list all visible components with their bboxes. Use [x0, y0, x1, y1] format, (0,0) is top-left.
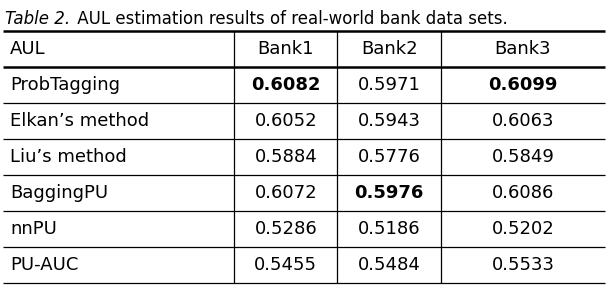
- Text: 0.5971: 0.5971: [358, 76, 421, 94]
- Text: Table 2.: Table 2.: [5, 10, 70, 28]
- Text: 0.5849: 0.5849: [491, 148, 554, 166]
- Text: Bank2: Bank2: [361, 40, 418, 58]
- Text: AUL: AUL: [10, 40, 46, 58]
- Text: ProbTagging: ProbTagging: [10, 76, 120, 94]
- Text: Bank3: Bank3: [494, 40, 551, 58]
- Text: 0.5884: 0.5884: [254, 148, 317, 166]
- Text: nnPU: nnPU: [10, 220, 57, 238]
- Text: PU-AUC: PU-AUC: [10, 256, 78, 274]
- Text: 0.6086: 0.6086: [492, 184, 554, 202]
- Text: 0.5943: 0.5943: [358, 112, 421, 130]
- Text: 0.6082: 0.6082: [251, 76, 320, 94]
- Text: 0.6072: 0.6072: [254, 184, 317, 202]
- Text: 0.5186: 0.5186: [358, 220, 421, 238]
- Text: Bank1: Bank1: [258, 40, 314, 58]
- Text: 0.6052: 0.6052: [254, 112, 317, 130]
- Text: Liu’s method: Liu’s method: [10, 148, 127, 166]
- Text: 0.6063: 0.6063: [492, 112, 554, 130]
- Text: Elkan’s method: Elkan’s method: [10, 112, 150, 130]
- Text: 0.5202: 0.5202: [491, 220, 554, 238]
- Text: BaggingPU: BaggingPU: [10, 184, 108, 202]
- Text: 0.5533: 0.5533: [491, 256, 554, 274]
- Text: 0.5286: 0.5286: [254, 220, 317, 238]
- Text: 0.6099: 0.6099: [488, 76, 558, 94]
- Text: 0.5776: 0.5776: [358, 148, 421, 166]
- Text: AUL estimation results of real-world bank data sets.: AUL estimation results of real-world ban…: [72, 10, 508, 28]
- Text: 0.5976: 0.5976: [354, 184, 424, 202]
- Text: 0.5455: 0.5455: [254, 256, 317, 274]
- Text: 0.5484: 0.5484: [358, 256, 421, 274]
